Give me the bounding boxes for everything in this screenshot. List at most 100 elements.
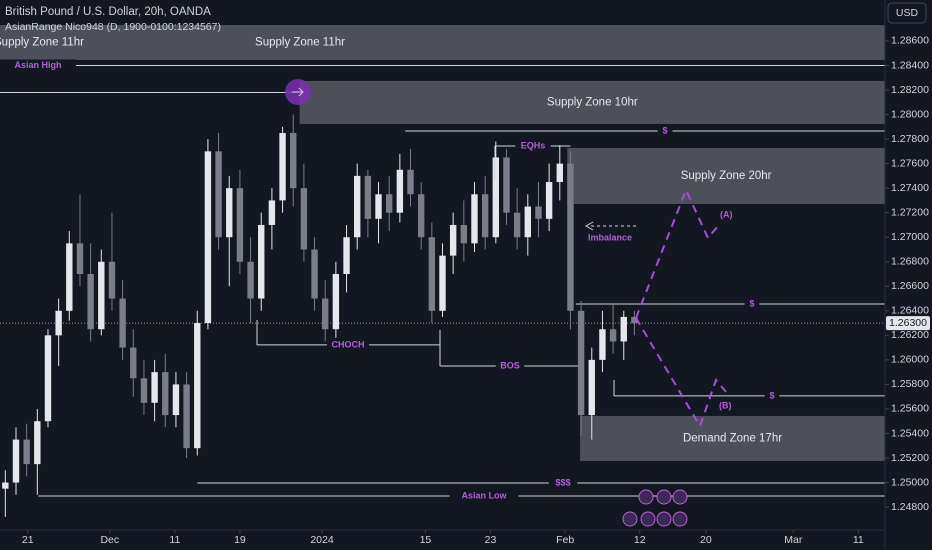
y-tick-label: 1.26000 <box>891 354 929 366</box>
level-label: EQHs <box>521 140 546 150</box>
y-tick-label: 1.25600 <box>891 403 929 415</box>
x-tick-label: 21 <box>22 534 34 546</box>
level-label: $ <box>769 390 774 400</box>
level-label-bg <box>744 297 760 310</box>
x-tick-label: 11 <box>853 534 864 546</box>
y-tick-label: 1.25800 <box>891 378 929 390</box>
candle-body <box>481 194 489 238</box>
y-tick-label: 1.26200 <box>891 329 929 341</box>
y-tick-label: 1.28600 <box>891 35 929 47</box>
y-tick-label: 1.28000 <box>891 108 929 120</box>
projection-b <box>635 317 727 429</box>
x-tick-label: 12 <box>634 534 646 546</box>
event-icon[interactable] <box>622 511 638 527</box>
candle-body <box>385 194 393 213</box>
candle-body <box>172 384 180 416</box>
candle-body <box>290 132 297 189</box>
x-tick-label: 15 <box>420 534 432 546</box>
candle-body <box>226 188 233 238</box>
level-label: Asian Low <box>461 490 507 500</box>
candle-body <box>460 224 468 244</box>
candle-body <box>247 261 254 299</box>
currency-button[interactable] <box>887 2 927 24</box>
candle-body <box>108 261 116 299</box>
level-label: $ <box>749 298 754 308</box>
level-label-bg <box>327 338 369 351</box>
candle-body <box>513 212 521 238</box>
event-icons <box>622 489 688 527</box>
event-icon[interactable] <box>672 489 688 505</box>
candle-body <box>76 243 84 275</box>
x-tick-label: Dec <box>100 534 119 546</box>
current-price-label: 1.26300 <box>889 317 927 329</box>
candle-body <box>407 169 414 195</box>
currency-label[interactable]: USD <box>896 7 919 19</box>
candle-body <box>268 200 276 225</box>
candle-body <box>535 206 542 219</box>
candle-body <box>44 335 52 422</box>
candle-body <box>119 298 126 348</box>
candle-body <box>471 194 478 244</box>
zone <box>580 415 885 461</box>
candle-body <box>599 329 606 360</box>
candle-body <box>87 274 94 330</box>
candle-body <box>151 372 158 403</box>
x-tick-label: 19 <box>234 534 246 546</box>
candle-body <box>375 194 382 219</box>
candle-body <box>130 347 137 379</box>
level-label-bg <box>548 477 578 490</box>
candle-body <box>204 151 212 324</box>
y-tick-label: 1.24800 <box>891 501 929 513</box>
x-tick-label: 2024 <box>310 534 334 546</box>
candle-body <box>577 310 585 416</box>
x-tick-label: 23 <box>485 534 497 546</box>
y-tick-label: 1.26800 <box>891 256 929 268</box>
marker-arrow <box>298 87 304 97</box>
candle-body <box>300 188 308 250</box>
event-icon[interactable] <box>656 511 672 527</box>
candle-body <box>503 157 510 213</box>
x-tick-label: 20 <box>700 534 712 546</box>
projections: Imbalance (A) (B) <box>256 79 733 429</box>
zone-label: Demand Zone 17hr <box>683 432 782 444</box>
y-tick-label: 1.25000 <box>891 476 929 488</box>
candle-body <box>66 243 73 311</box>
event-icon[interactable] <box>672 511 688 527</box>
candle-body <box>55 310 62 336</box>
y-tick-label: 1.27200 <box>891 206 929 218</box>
level-label-bg <box>764 389 780 402</box>
event-icon[interactable] <box>656 489 672 505</box>
candle-body <box>428 237 436 311</box>
candle-body <box>556 163 563 183</box>
candle-body <box>449 224 457 256</box>
candle-body <box>34 421 41 465</box>
zone-label: Supply Zone 20hr <box>681 170 772 182</box>
annotation: (B) <box>719 400 732 410</box>
candle-body <box>311 249 318 299</box>
annotation: (A) <box>720 209 733 219</box>
level-label-bg <box>449 490 519 503</box>
annotation: Imbalance <box>588 232 632 242</box>
chart-subtitle: AsianRange Nico948 (D, 1900-0100:1234567… <box>5 21 221 33</box>
candle-body <box>12 439 20 483</box>
candle-body <box>343 237 350 275</box>
level-label: $$$ <box>555 477 570 487</box>
candle-body <box>322 298 329 330</box>
zone-label: Supply Zone 11hr <box>0 37 84 49</box>
candle-body <box>98 261 105 330</box>
candle-body <box>588 359 595 416</box>
y-tick-label: 1.25400 <box>891 427 929 439</box>
candle-body <box>162 372 169 416</box>
candle-body <box>524 206 531 238</box>
level-label-bg <box>0 59 76 72</box>
candle-body <box>492 157 500 238</box>
x-tick-label: 11 <box>169 534 180 546</box>
zone <box>567 147 885 204</box>
event-icon[interactable] <box>638 489 654 505</box>
event-icon[interactable] <box>640 511 656 527</box>
y-tick-label: 1.27600 <box>891 157 929 169</box>
projection-a <box>635 187 719 319</box>
candle-body <box>567 163 574 311</box>
candle-body <box>354 175 361 238</box>
